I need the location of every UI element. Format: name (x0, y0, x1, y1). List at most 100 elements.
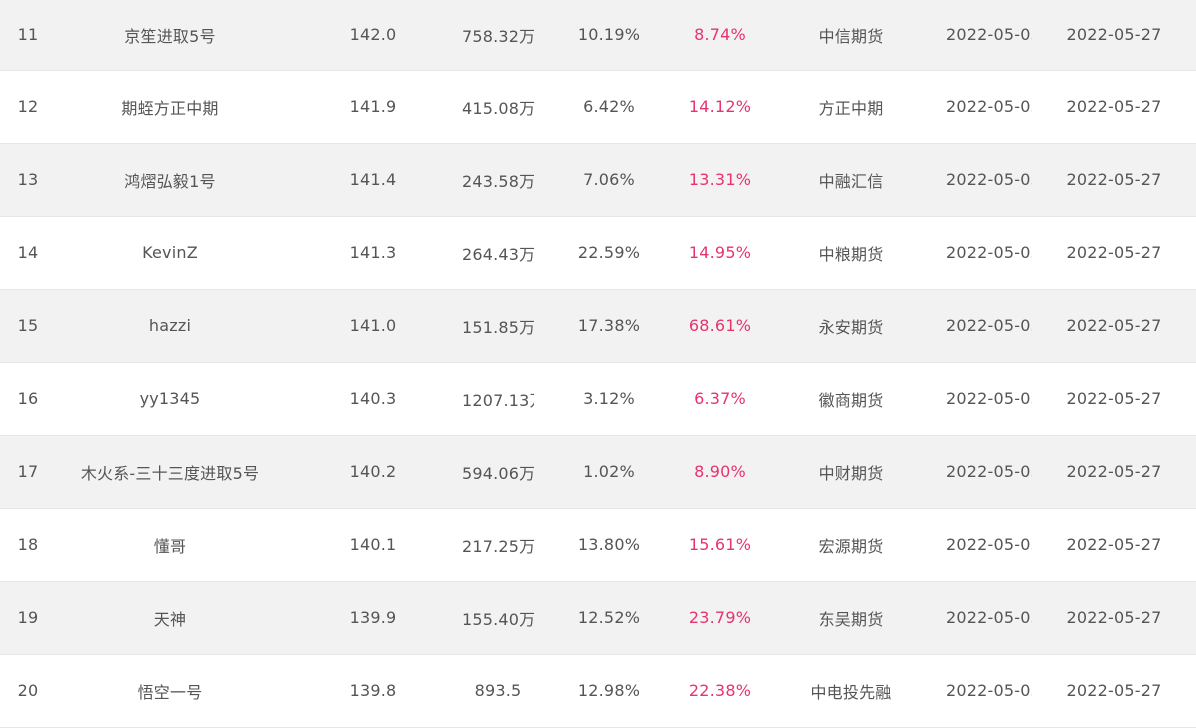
score-cell: 141.9 (349, 97, 397, 116)
return-cell: 12.52% (577, 608, 641, 627)
return-cell: 1.02% (583, 462, 635, 481)
score-cell: 142.0 (349, 25, 397, 45)
return-cell: 22.59% (577, 243, 641, 262)
table-row[interactable]: 19 天神 139.9 155.40万 12.52% 23.79% 东吴期货 2… (0, 581, 1196, 654)
drawdown-cell: 8.90% (694, 462, 746, 481)
rank-cell: 18 (17, 535, 39, 554)
start-date-cell: 2022-05-05 (946, 462, 1032, 481)
score-cell: 141.0 (349, 316, 397, 335)
broker-cell: 中粮期货 (818, 244, 884, 264)
broker-cell: 中信期货 (818, 26, 884, 46)
end-date-cell: 2022-05-27 (1066, 170, 1162, 189)
return-cell: 10.19% (577, 25, 641, 45)
table-row[interactable]: 15 hazzi 141.0 151.85万 17.38% 68.61% 永安期… (0, 289, 1196, 362)
name-cell: 期蛭方正中期 (121, 98, 219, 118)
return-cell: 7.06% (583, 170, 635, 189)
name-cell: 懂哥 (153, 536, 187, 556)
drawdown-cell: 8.74% (694, 25, 746, 45)
drawdown-cell: 13.31% (688, 170, 752, 189)
start-date-cell: 2022-05-05 (946, 97, 1032, 116)
start-date-cell: 2022-05-05 (946, 243, 1032, 262)
table-row[interactable]: 17 木火系-三十三度进取5号 140.2 594.06万 1.02% 8.90… (0, 435, 1196, 508)
table-row[interactable]: 12 期蛭方正中期 141.9 415.08万 6.42% 14.12% 方正中… (0, 70, 1196, 143)
start-date-cell: 2022-05-05 (946, 25, 1032, 45)
return-cell: 13.80% (577, 535, 641, 554)
start-date-cell: 2022-05-05 (946, 681, 1032, 700)
name-cell: 木火系-三十三度进取5号 (80, 463, 260, 483)
rank-cell: 14 (17, 243, 39, 262)
start-date-cell: 2022-05-05 (946, 535, 1032, 554)
rank-cell: 17 (17, 462, 39, 481)
equity-cell: 594.06万 (462, 463, 534, 483)
rank-cell: 11 (17, 25, 39, 45)
equity-cell: 217.25万 (462, 536, 534, 556)
equity-cell: 155.40万 (462, 609, 534, 629)
name-cell: hazzi (148, 316, 192, 335)
drawdown-cell: 68.61% (688, 316, 752, 335)
return-cell: 6.42% (583, 97, 635, 116)
score-cell: 141.4 (349, 170, 397, 189)
equity-cell: 758.32万 (462, 26, 534, 46)
end-date-cell: 2022-05-27 (1066, 316, 1162, 335)
end-date-cell: 2022-05-27 (1066, 462, 1162, 481)
start-date-cell: 2022-05-05 (946, 389, 1032, 408)
equity-cell: 243.58万 (462, 171, 534, 191)
rank-cell: 15 (17, 316, 39, 335)
end-date-cell: 2022-05-27 (1066, 243, 1162, 262)
score-cell: 139.8 (349, 681, 397, 700)
end-date-cell: 2022-05-27 (1066, 389, 1162, 408)
end-date-cell: 2022-05-27 (1066, 681, 1162, 700)
score-cell: 139.9 (349, 608, 397, 627)
broker-cell: 宏源期货 (818, 536, 884, 556)
broker-cell: 方正中期 (818, 98, 884, 118)
score-cell: 140.1 (349, 535, 397, 554)
table-row[interactable]: 16 yy1345 140.3 1207.13万 3.12% 6.37% 徽商期… (0, 362, 1196, 435)
name-cell: 京笙进取5号 (124, 26, 216, 46)
broker-cell: 中融汇信 (818, 171, 884, 191)
start-date-cell: 2022-05-05 (946, 608, 1032, 627)
name-cell: KevinZ (142, 243, 198, 262)
broker-cell: 徽商期货 (818, 390, 884, 410)
table-row[interactable]: 18 懂哥 140.1 217.25万 13.80% 15.61% 宏源期货 2… (0, 508, 1196, 581)
return-cell: 12.98% (577, 681, 641, 700)
broker-cell: 中财期货 (818, 463, 884, 483)
table-row[interactable]: 14 KevinZ 141.3 264.43万 22.59% 14.95% 中粮… (0, 216, 1196, 289)
score-cell: 140.3 (349, 389, 397, 408)
start-date-cell: 2022-05-05 (946, 316, 1032, 335)
rank-cell: 16 (17, 389, 39, 408)
score-cell: 140.2 (349, 462, 397, 481)
equity-cell: 893.5 (474, 681, 522, 700)
rank-cell: 19 (17, 608, 39, 627)
end-date-cell: 2022-05-27 (1066, 608, 1162, 627)
equity-cell: 264.43万 (462, 244, 534, 264)
return-cell: 3.12% (583, 389, 635, 408)
equity-cell: 151.85万 (462, 317, 534, 337)
drawdown-cell: 23.79% (688, 608, 752, 627)
name-cell: 鸿熠弘毅1号 (124, 171, 216, 191)
drawdown-cell: 6.37% (694, 389, 746, 408)
drawdown-cell: 22.38% (688, 681, 752, 700)
score-cell: 141.3 (349, 243, 397, 262)
drawdown-cell: 14.95% (688, 243, 752, 262)
return-cell: 17.38% (577, 316, 641, 335)
table-row[interactable]: 20 悟空一号 139.8 893.5 12.98% 22.38% 中电投先融 … (0, 654, 1196, 727)
end-date-cell: 2022-05-27 (1066, 97, 1162, 116)
end-date-cell: 2022-05-27 (1066, 25, 1162, 45)
end-date-cell: 2022-05-27 (1066, 535, 1162, 554)
name-cell: 悟空一号 (137, 682, 203, 702)
name-cell: yy1345 (139, 389, 201, 408)
rank-cell: 12 (17, 97, 39, 116)
start-date-cell: 2022-05-05 (946, 170, 1032, 189)
rank-cell: 20 (17, 681, 39, 700)
broker-cell: 中电投先融 (810, 682, 892, 702)
equity-cell: 1207.13万 (462, 390, 534, 410)
rank-cell: 13 (17, 170, 39, 189)
table-row[interactable]: 11 京笙进取5号 142.0 758.32万 10.19% 8.74% 中信期… (0, 0, 1196, 70)
table-row[interactable]: 13 鸿熠弘毅1号 141.4 243.58万 7.06% 13.31% 中融汇… (0, 143, 1196, 216)
name-cell: 天神 (153, 609, 187, 629)
broker-cell: 永安期货 (818, 317, 884, 337)
equity-cell: 415.08万 (462, 98, 534, 118)
drawdown-cell: 15.61% (688, 535, 752, 554)
